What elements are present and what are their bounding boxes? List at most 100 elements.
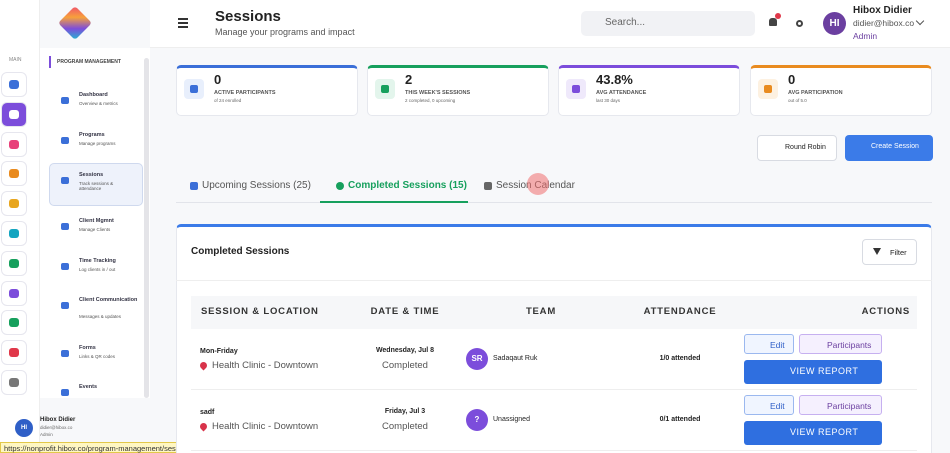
page-title: Sessions xyxy=(215,8,281,25)
create-session-button[interactable]: Create Session xyxy=(845,135,933,161)
stat-card xyxy=(176,65,358,116)
header xyxy=(150,0,950,48)
nav-icon xyxy=(61,263,69,270)
session-date: Wednesday, Jul 8 xyxy=(375,347,435,354)
rail-icon xyxy=(9,378,19,387)
section-bar xyxy=(49,56,51,68)
rail-icon xyxy=(9,169,19,179)
stat-value: 0 xyxy=(214,72,222,87)
nav-icon xyxy=(61,350,69,357)
filter-button[interactable]: Filter xyxy=(862,239,917,265)
section-title: PROGRAM MANAGEMENT xyxy=(57,59,121,65)
stat-label: AVG ATTENDANCE xyxy=(596,90,647,96)
nav-icon xyxy=(61,302,69,309)
rail-label: MAIN xyxy=(9,57,22,63)
active-item[interactable] xyxy=(49,163,143,206)
stat-icon-glyph xyxy=(572,85,580,93)
column-header: ATTENDANCE xyxy=(643,306,717,317)
participants-button[interactable]: Participants xyxy=(799,334,882,354)
stat-icon-glyph xyxy=(190,85,198,93)
tab-icon xyxy=(190,182,198,190)
badge xyxy=(775,13,781,19)
header-user-email: didier@hibox.co xyxy=(853,18,915,28)
header-avatar[interactable]: HI xyxy=(823,12,846,35)
rail-icon xyxy=(9,80,19,89)
column-header: SESSION & LOCATION xyxy=(201,306,319,317)
nav-title[interactable]: Client Mgmnt xyxy=(79,218,114,224)
menu-line[interactable] xyxy=(178,18,188,20)
tab[interactable]: Upcoming Sessions (25) xyxy=(202,180,311,191)
stat-note: of 24 enrolled xyxy=(214,98,242,103)
round-robin-button[interactable]: Round Robin xyxy=(757,135,837,161)
stat-note: 2 completed, 0 upcoming xyxy=(405,98,456,103)
menu-line[interactable] xyxy=(178,26,188,28)
column-header: ACTIONS xyxy=(861,306,910,317)
sidebar xyxy=(40,48,150,398)
user-name: Hibox Didier xyxy=(40,417,76,423)
stat-label: AVG PARTICIPATION xyxy=(788,90,843,96)
panel-divider xyxy=(176,280,932,281)
team-avatar: ? xyxy=(466,409,488,431)
nav-subtitle: Messages & updates xyxy=(79,314,122,319)
nav-subtitle: Overview & metrics xyxy=(79,101,118,106)
stat-card xyxy=(558,65,740,116)
rail-button[interactable] xyxy=(1,280,27,306)
nav-icon xyxy=(61,389,69,396)
stat-note: out of 5.0 xyxy=(788,98,807,103)
view-report-button[interactable]: VIEW REPORT xyxy=(744,421,882,445)
nav-title[interactable]: Forms xyxy=(79,345,96,351)
nav-title[interactable]: Dashboard xyxy=(79,92,108,98)
nav-subtitle: Manage Clients xyxy=(79,227,111,232)
stat-value: 43.8% xyxy=(596,72,633,87)
stat-value: 2 xyxy=(405,72,413,87)
stat-label: THIS WEEK'S SESSIONS xyxy=(405,90,471,96)
search[interactable]: Search... xyxy=(581,11,755,36)
tab[interactable]: Completed Sessions (15) xyxy=(348,180,467,191)
stat-card xyxy=(750,65,932,116)
participants-button[interactable]: Participants xyxy=(799,395,882,415)
nav-icon xyxy=(61,177,69,184)
edit-button[interactable]: Edit xyxy=(744,395,794,415)
settings[interactable] xyxy=(796,20,803,27)
session-status: Completed xyxy=(382,421,428,432)
session-name: sadf xyxy=(200,409,215,416)
rail-icon xyxy=(9,109,19,119)
nav-subtitle: Log clients in / out xyxy=(79,267,116,272)
menu-line[interactable] xyxy=(178,22,188,24)
filter-icon xyxy=(873,248,881,255)
tab-divider xyxy=(176,202,932,203)
nav-icon xyxy=(61,223,69,230)
rail-button[interactable] xyxy=(1,191,27,217)
header-user-role: Admin xyxy=(853,31,878,41)
stat-label: ACTIVE PARTICIPANTS xyxy=(214,90,276,96)
location: Health Clinic - Downtown xyxy=(212,421,319,432)
nav-subtitle: Track sessions & attendance xyxy=(79,181,114,191)
logo xyxy=(58,6,92,40)
page-subtitle: Manage your programs and impact xyxy=(215,27,355,37)
rail-icon xyxy=(9,199,19,209)
team-avatar: SR xyxy=(466,348,488,370)
session-status: Completed xyxy=(382,360,428,371)
view-report-button[interactable]: VIEW REPORT xyxy=(744,360,882,384)
attendance: 0/1 attended xyxy=(659,416,701,423)
nav-title[interactable]: Events xyxy=(79,384,98,390)
nav-title[interactable]: Programs xyxy=(79,132,105,138)
edit-button[interactable]: Edit xyxy=(744,334,794,354)
nav-title[interactable]: Sessions xyxy=(79,172,104,178)
rail-icon xyxy=(9,229,19,238)
rail-icon xyxy=(9,258,19,268)
row-divider xyxy=(191,389,917,390)
tab-icon xyxy=(336,182,344,190)
table-header xyxy=(191,296,917,329)
stat-note: last 30 days xyxy=(596,98,621,103)
nav-title[interactable]: Client Communication xyxy=(79,297,138,303)
bell[interactable] xyxy=(769,18,777,26)
location: Health Clinic - Downtown xyxy=(212,360,319,371)
tab-underline xyxy=(320,201,468,203)
column-header: DATE & TIME xyxy=(370,306,440,317)
stat-icon-glyph xyxy=(381,85,389,93)
rail-icon xyxy=(9,318,19,328)
nav-title[interactable]: Time Tracking xyxy=(79,258,116,264)
user-avatar: HI xyxy=(15,419,33,437)
